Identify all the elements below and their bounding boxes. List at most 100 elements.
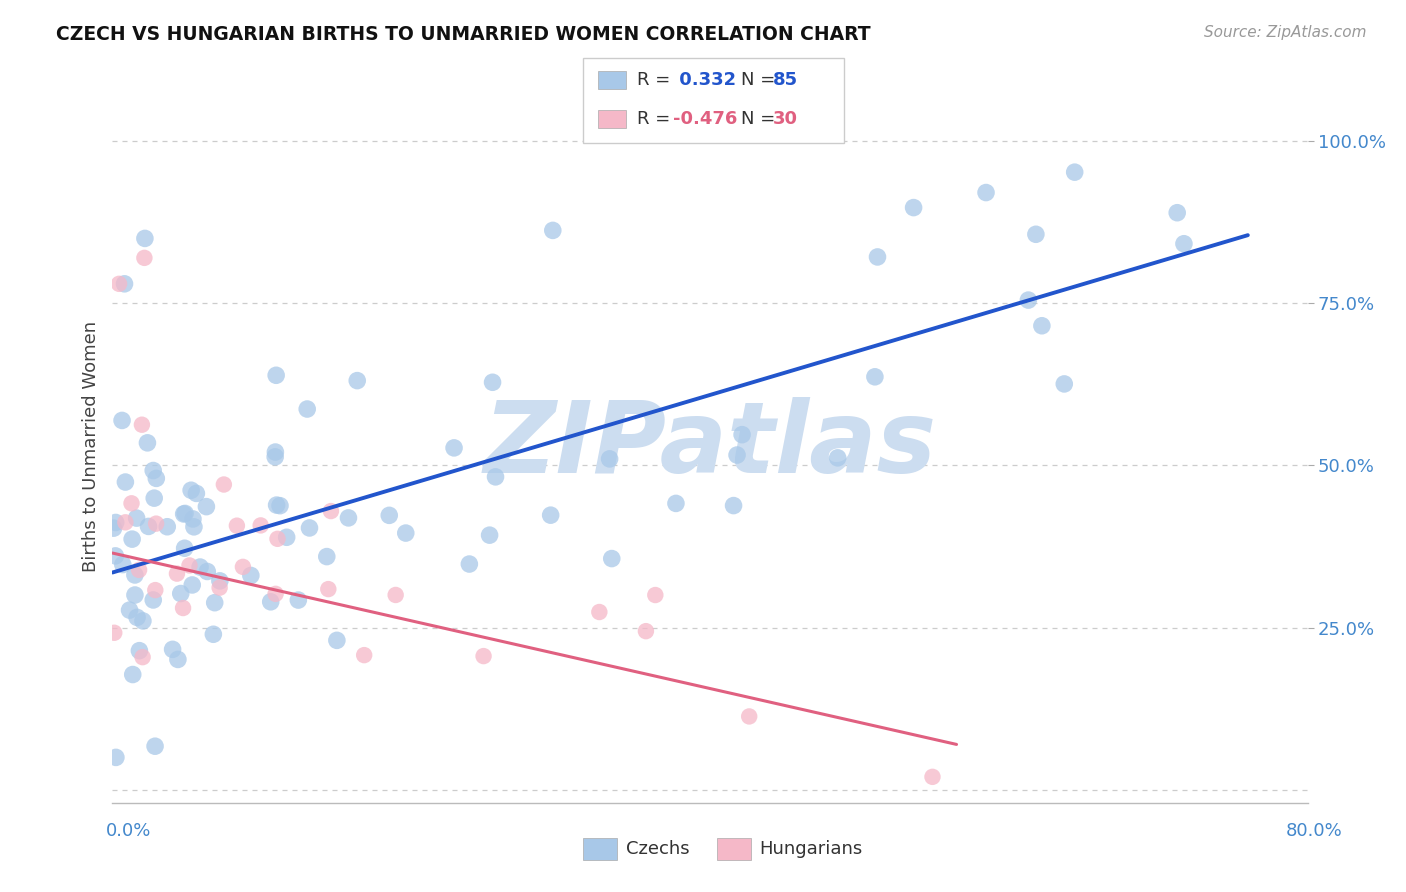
Point — [866, 250, 889, 264]
Point — [484, 470, 506, 484]
Point — [600, 551, 623, 566]
Point — [588, 605, 610, 619]
Point — [108, 277, 131, 291]
Point — [188, 560, 211, 574]
Point — [142, 593, 165, 607]
Point — [174, 507, 197, 521]
Point — [903, 201, 925, 215]
Point — [195, 565, 218, 579]
Point — [458, 557, 481, 571]
Point — [541, 223, 564, 237]
Point — [298, 521, 321, 535]
Point — [143, 583, 166, 598]
Point — [132, 614, 155, 628]
Point — [1063, 165, 1085, 179]
Point — [249, 518, 271, 533]
Point — [134, 251, 156, 265]
Point — [665, 496, 688, 510]
Point — [172, 601, 194, 615]
Point — [863, 369, 886, 384]
Point — [179, 558, 201, 573]
Point — [1166, 205, 1188, 219]
Text: Czechs: Czechs — [626, 840, 689, 858]
Point — [136, 435, 159, 450]
Point — [208, 574, 231, 588]
Point — [128, 643, 150, 657]
Point — [180, 483, 202, 498]
Point — [131, 650, 153, 665]
Point — [319, 504, 342, 518]
Point — [173, 541, 195, 556]
Text: 0.0%: 0.0% — [105, 822, 150, 840]
Point — [337, 511, 360, 525]
Point — [145, 516, 167, 531]
Point — [827, 450, 849, 465]
Point — [1017, 293, 1039, 307]
Point — [145, 471, 167, 485]
Point — [134, 231, 156, 245]
Point — [318, 582, 340, 596]
Point — [731, 427, 754, 442]
Point — [1031, 318, 1053, 333]
Point — [264, 445, 287, 459]
Point — [326, 633, 349, 648]
Point — [232, 560, 254, 574]
Point — [124, 588, 146, 602]
Point — [104, 516, 127, 530]
Point — [266, 498, 288, 512]
Point — [173, 507, 195, 521]
Point — [1173, 236, 1195, 251]
Point — [634, 624, 657, 639]
Point — [481, 376, 503, 390]
Text: N =: N = — [741, 110, 780, 128]
Point — [295, 402, 318, 417]
Point — [114, 475, 136, 489]
Point — [125, 511, 148, 525]
Point — [287, 593, 309, 607]
Point — [162, 642, 184, 657]
Point — [269, 499, 291, 513]
Point — [195, 500, 218, 514]
Text: 0.332: 0.332 — [673, 71, 737, 89]
Point — [260, 595, 283, 609]
Y-axis label: Births to Unmarried Women: Births to Unmarried Women — [82, 320, 100, 572]
Point — [921, 770, 943, 784]
Text: 30: 30 — [773, 110, 799, 128]
Point — [118, 603, 141, 617]
Point — [266, 532, 288, 546]
Point — [170, 586, 193, 600]
Point — [124, 568, 146, 582]
Point — [121, 667, 143, 681]
Text: 85: 85 — [773, 71, 799, 89]
Point — [142, 463, 165, 477]
Text: -0.476: -0.476 — [673, 110, 738, 128]
Point — [143, 491, 166, 505]
Point — [128, 563, 150, 577]
Point — [103, 521, 125, 535]
Point — [183, 520, 205, 534]
Point — [315, 549, 337, 564]
Point — [472, 649, 495, 664]
Text: N =: N = — [741, 71, 780, 89]
Point — [264, 368, 287, 383]
Point — [131, 417, 153, 432]
Point — [143, 739, 166, 754]
Point — [384, 588, 406, 602]
Point — [208, 581, 231, 595]
Point — [104, 549, 127, 563]
Text: Source: ZipAtlas.com: Source: ZipAtlas.com — [1204, 25, 1367, 40]
Point — [738, 709, 761, 723]
Point — [395, 526, 418, 541]
Text: ZIPatlas: ZIPatlas — [484, 398, 936, 494]
Point — [725, 448, 748, 462]
Point — [540, 508, 562, 523]
Point — [723, 499, 745, 513]
Point — [166, 566, 188, 581]
Point — [103, 625, 125, 640]
Point — [125, 610, 148, 624]
Point — [121, 496, 143, 510]
Point — [111, 558, 134, 572]
Point — [204, 596, 226, 610]
Point — [121, 532, 143, 546]
Text: CZECH VS HUNGARIAN BIRTHS TO UNMARRIED WOMEN CORRELATION CHART: CZECH VS HUNGARIAN BIRTHS TO UNMARRIED W… — [56, 25, 870, 44]
